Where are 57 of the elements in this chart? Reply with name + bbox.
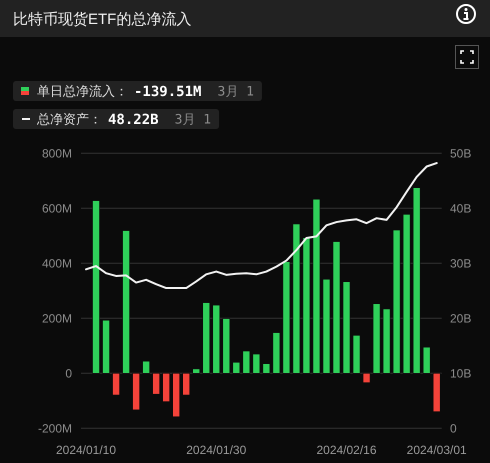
- x-tick-label: 2024/03/01: [406, 443, 468, 457]
- bar: [152, 373, 160, 394]
- bar: [132, 373, 140, 410]
- bar: [112, 373, 120, 396]
- y2-tick-label: 20B: [450, 312, 472, 326]
- bar: [272, 332, 280, 374]
- bar: [282, 261, 290, 374]
- bar: [92, 200, 100, 374]
- bar: [292, 224, 300, 374]
- x-tick-label: 2024/01/10: [56, 443, 116, 457]
- bar: [162, 373, 170, 402]
- bar: [382, 308, 390, 374]
- y-tick-label: 600M: [42, 202, 72, 216]
- y-tick-label: 0: [65, 366, 72, 380]
- bar: [322, 278, 330, 374]
- bar: [242, 350, 250, 374]
- y-tick-label: 400M: [42, 256, 72, 270]
- bar: [142, 360, 150, 374]
- legend-label: 总净资产：: [36, 112, 102, 127]
- bar: [432, 373, 440, 412]
- bar: [172, 373, 180, 418]
- y-tick-label: 200M: [42, 312, 72, 326]
- y2-tick-label: 0: [450, 422, 457, 436]
- y-tick-label: -200M: [38, 422, 72, 436]
- bar: [212, 304, 220, 374]
- y2-tick-label: 30B: [450, 256, 472, 270]
- bar: [222, 318, 230, 374]
- legend: 总净资产： 48.22B 3月 1: [13, 109, 220, 129]
- bar: [352, 335, 360, 374]
- chart-title: 比特币现货ETF的总净流入: [13, 11, 192, 28]
- legend: 单日总净流入： -139.51M 3月 1: [13, 81, 262, 101]
- legend-label: 单日总净流入：: [37, 84, 128, 99]
- bar: [312, 198, 320, 374]
- bar: [252, 354, 260, 374]
- bar: [192, 368, 200, 374]
- bar: [122, 230, 130, 374]
- bar: [412, 187, 420, 374]
- bar: [422, 346, 430, 374]
- y2-tick-label: 10B: [450, 366, 472, 380]
- bar: [342, 281, 350, 374]
- bar: [362, 373, 370, 383]
- bar: [232, 362, 240, 374]
- y-tick-label: 800M: [42, 146, 72, 160]
- bar: [392, 230, 400, 374]
- bar: [302, 237, 310, 374]
- y2-tick-label: 40B: [450, 202, 472, 216]
- bar: [372, 303, 380, 374]
- x-tick-label: 2024/02/16: [316, 443, 377, 457]
- y2-tick-label: 50B: [450, 146, 472, 160]
- bar: [202, 302, 210, 374]
- bar: [402, 214, 410, 374]
- bar: [262, 363, 270, 374]
- bar: [102, 320, 110, 374]
- line-series: [85, 162, 438, 290]
- bar: [332, 241, 340, 374]
- bar: [182, 373, 190, 396]
- x-tick-label: 2024/01/30: [186, 443, 247, 457]
